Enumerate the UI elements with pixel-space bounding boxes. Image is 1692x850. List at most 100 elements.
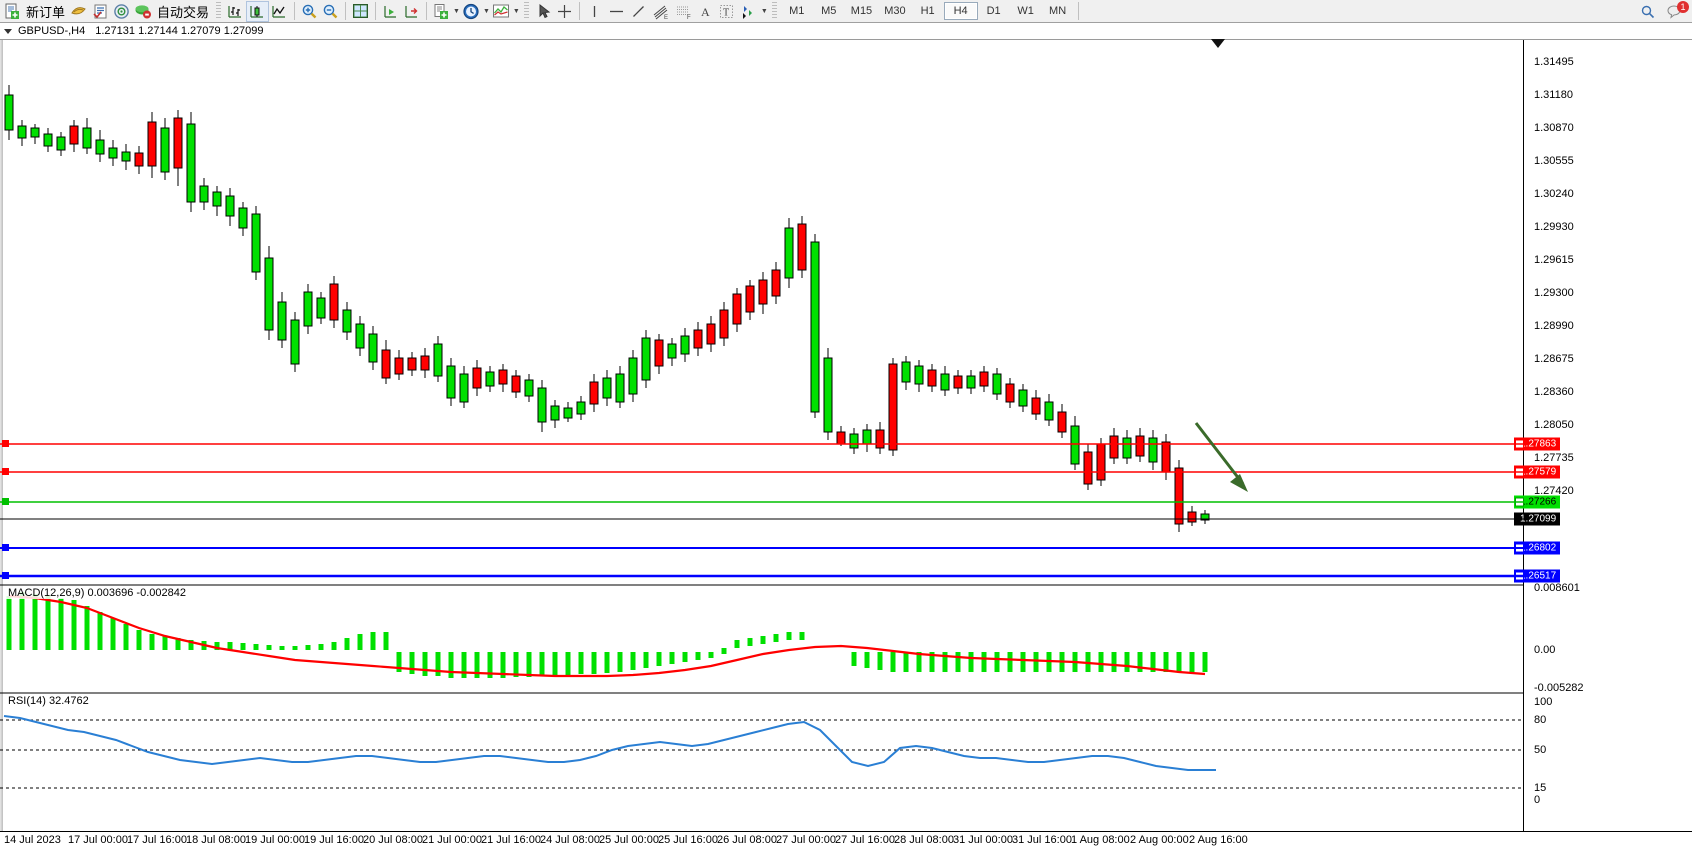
zoom-out-icon[interactable]: [320, 1, 341, 22]
rsi-tick: 100: [1534, 696, 1553, 708]
timeframe-m15[interactable]: M15: [850, 5, 873, 17]
shapes-icon[interactable]: [737, 1, 760, 22]
chart-canvas[interactable]: MACD(12,26,9) 0.003696 -0.002842 RSI(14)…: [0, 40, 1524, 850]
time-tick: 24 Jul 08:00: [540, 834, 600, 846]
rsi-tick: 0: [1534, 794, 1541, 806]
rsi-levels: [0, 719, 1524, 789]
level-handle: [2, 544, 9, 551]
auto-scroll-icon[interactable]: [401, 1, 422, 22]
timeframe-m1[interactable]: M1: [789, 5, 805, 17]
chart-shift-marker-icon[interactable]: [1211, 39, 1225, 48]
timeframe-m30[interactable]: M30: [884, 5, 906, 17]
price-tick: 1.28675: [1534, 353, 1574, 365]
vertical-line-icon[interactable]: [584, 1, 605, 22]
time-tick: 18 Jul 08:00: [186, 834, 246, 846]
navigator-icon[interactable]: [111, 1, 132, 22]
time-axis[interactable]: 14 Jul 2023 17 Jul 00:00 17 Jul 16:00 18…: [0, 831, 1692, 850]
equidistant-channel-icon[interactable]: E: [649, 1, 672, 22]
svg-text:A: A: [701, 5, 710, 19]
time-tick: 14 Jul 2023: [4, 834, 61, 846]
cursor-icon[interactable]: [533, 1, 554, 22]
toolbar-grip[interactable]: [216, 2, 222, 20]
timeframe-h4[interactable]: H4: [943, 2, 978, 20]
toolbar-separator-2: [345, 2, 347, 20]
time-tick: 31 Jul 00:00: [953, 834, 1013, 846]
time-tick: 20 Jul 08:00: [363, 834, 423, 846]
rsi-label: RSI(14) 32.4762: [6, 695, 91, 707]
auto-trading-label[interactable]: 自动交易: [157, 4, 210, 20]
new-order-icon[interactable]: [2, 1, 23, 22]
time-tick: 19 Jul 16:00: [304, 834, 364, 846]
rsi-line: [3, 715, 1216, 771]
timeframe-mn[interactable]: MN: [1049, 5, 1067, 17]
price-tag-support-upper[interactable]: 1.26802: [1514, 541, 1561, 555]
time-tick: 25 Jul 16:00: [658, 834, 718, 846]
zoom-in-icon[interactable]: [299, 1, 320, 22]
toolbar-grip-3[interactable]: [771, 2, 777, 20]
line-chart-icon[interactable]: [269, 1, 290, 22]
collapse-caret-icon[interactable]: [4, 28, 12, 34]
time-tick: 17 Jul 16:00: [127, 834, 187, 846]
down-arrow-icon[interactable]: [1194, 422, 1248, 492]
fibonacci-icon[interactable]: F: [672, 1, 695, 22]
timeframe-d1[interactable]: D1: [986, 5, 1001, 17]
trendline-icon[interactable]: [628, 1, 649, 22]
time-tick: 21 Jul 16:00: [481, 834, 541, 846]
candlestick-icon[interactable]: [246, 0, 270, 22]
alerts-icon[interactable]: 1: [1664, 1, 1689, 22]
price-tag-resistance-upper[interactable]: 1.27863: [1514, 437, 1561, 451]
chart-shift-icon[interactable]: [380, 1, 401, 22]
symbol-label: GBPUSD-,H4: [18, 25, 86, 37]
expert-advisor-icon[interactable]: [68, 1, 90, 22]
shapes-dropdown-caret[interactable]: ▼: [760, 7, 768, 15]
symbol-bar[interactable]: GBPUSD-,H4 1.27131 1.27144 1.27079 1.270…: [0, 23, 1692, 40]
toolbar-separator-3: [375, 2, 377, 20]
alerts-badge: 1: [1677, 1, 1689, 13]
price-axis[interactable]: 1.31495 1.31180 1.30870 1.30555 1.30240 …: [1514, 40, 1692, 850]
indicators-icon[interactable]: [490, 1, 512, 22]
price-tag-resistance-lower[interactable]: 1.27579: [1514, 465, 1561, 479]
timeframe-m5[interactable]: M5: [821, 5, 837, 17]
new-order-label[interactable]: 新订单: [26, 4, 66, 20]
chart-workspace: 1.31495 1.31180 1.30870 1.30555 1.30240 …: [0, 39, 1692, 850]
text-icon[interactable]: T: [716, 1, 737, 22]
svg-text:F: F: [687, 15, 691, 20]
macd-tick: 0.00: [1534, 644, 1556, 656]
templates-dropdown-caret[interactable]: ▼: [453, 7, 460, 15]
price-level-lines: [0, 440, 1524, 579]
crosshair-icon[interactable]: [554, 1, 575, 22]
tile-windows-icon[interactable]: [350, 1, 371, 22]
rsi-tick: 80: [1534, 714, 1547, 726]
data-window-icon[interactable]: [90, 1, 111, 22]
macd-histogram: [6, 592, 1208, 678]
time-tick: 1 Aug 08:00: [1071, 834, 1130, 846]
toolbar-grip-2[interactable]: [523, 2, 529, 20]
bar-chart-icon[interactable]: [225, 1, 246, 22]
ohlc-values: 1.27131 1.27144 1.27079 1.27099: [95, 25, 264, 37]
macd-label: MACD(12,26,9) 0.003696 -0.002842: [6, 587, 188, 599]
price-tick: 1.28360: [1534, 386, 1574, 398]
text-label-icon[interactable]: A: [695, 1, 716, 22]
price-tick: 1.31495: [1534, 56, 1574, 68]
price-tick: 1.31180: [1534, 89, 1573, 101]
price-tick: 1.29615: [1534, 254, 1574, 266]
horizontal-line-icon[interactable]: [605, 1, 628, 22]
periods-dropdown-caret[interactable]: ▼: [482, 7, 490, 15]
time-tick: 26 Jul 08:00: [717, 834, 777, 846]
indicators-dropdown-caret[interactable]: ▼: [512, 7, 520, 15]
price-tag-support-lower[interactable]: 1.26517: [1514, 569, 1561, 583]
templates-icon[interactable]: [431, 1, 452, 22]
periods-icon[interactable]: [460, 1, 482, 22]
macd-tick: -0.005282: [1534, 682, 1584, 694]
timeframe-w1[interactable]: W1: [1017, 5, 1034, 17]
macd-tick: 0.008601: [1534, 582, 1580, 594]
timeframe-h1[interactable]: H1: [920, 5, 935, 17]
time-tick: 27 Jul 16:00: [835, 834, 895, 846]
price-tag-take-profit[interactable]: 1.27266: [1514, 495, 1561, 509]
time-tick: 27 Jul 00:00: [776, 834, 836, 846]
time-tick: 21 Jul 00:00: [422, 834, 482, 846]
macd-signal-line: [8, 594, 1206, 678]
price-tick: 1.27420: [1534, 485, 1574, 497]
search-icon[interactable]: [1637, 1, 1658, 22]
auto-trading-icon[interactable]: [132, 1, 154, 22]
